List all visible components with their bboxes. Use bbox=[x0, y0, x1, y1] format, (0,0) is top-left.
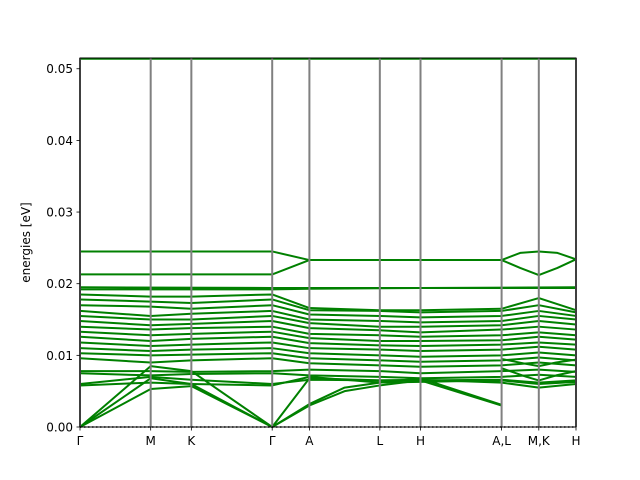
y-tick-label-0: 0.00 bbox=[46, 421, 73, 435]
band-17 bbox=[79, 357, 577, 368]
y-tick-label-5: 0.05 bbox=[46, 62, 73, 76]
plot-frame bbox=[79, 57, 577, 428]
band-5 bbox=[79, 293, 577, 312]
band-24 bbox=[79, 365, 577, 428]
y-tick-label-1: 0.01 bbox=[46, 349, 73, 363]
band-13 bbox=[79, 335, 577, 348]
x-tick-label-4: A bbox=[305, 434, 314, 448]
x-tick-label-0: Γ bbox=[77, 434, 84, 448]
band-8 bbox=[79, 309, 577, 324]
x-tick-label-8: M,K bbox=[528, 434, 551, 448]
x-tick-label-6: H bbox=[416, 434, 425, 448]
band-9 bbox=[79, 314, 577, 328]
band-19 bbox=[79, 372, 577, 380]
band-7 bbox=[79, 304, 577, 319]
y-tick-label-4: 0.04 bbox=[46, 134, 73, 148]
band-16 bbox=[79, 352, 577, 363]
x-tick-label-9: H bbox=[571, 434, 580, 448]
band-6 bbox=[79, 298, 577, 314]
bands-layer bbox=[79, 57, 577, 428]
band-18 bbox=[80, 368, 577, 375]
x-tick-label-5: L bbox=[376, 434, 383, 448]
band-10 bbox=[79, 319, 577, 334]
x-tick-label-3: Γ bbox=[269, 434, 276, 448]
band-12 bbox=[79, 330, 577, 343]
band-1 bbox=[80, 250, 577, 262]
x-tick-label-7: A,L bbox=[492, 434, 511, 448]
x-tick-label-1: M bbox=[146, 434, 156, 448]
x-tick-label-2: K bbox=[187, 434, 196, 448]
y-ticks: 0.00 0.01 0.02 0.03 0.04 0.05 bbox=[46, 62, 80, 435]
band-15 bbox=[79, 347, 577, 358]
band-14 bbox=[79, 341, 577, 353]
y-tick-label-3: 0.03 bbox=[46, 206, 73, 220]
y-axis-label: energies [eV] bbox=[19, 202, 33, 282]
band-11 bbox=[79, 325, 577, 338]
band-2 bbox=[80, 258, 577, 277]
x-ticks: Γ M K Γ A L H A,L M,K H bbox=[77, 427, 581, 448]
y-tick-label-2: 0.02 bbox=[46, 277, 73, 291]
